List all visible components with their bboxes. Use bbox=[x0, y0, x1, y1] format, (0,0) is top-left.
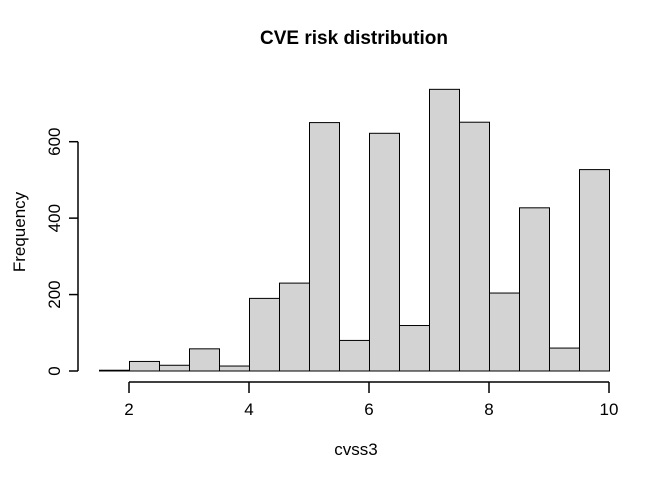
x-tick-label: 4 bbox=[244, 400, 253, 419]
y-tick-label: 200 bbox=[45, 280, 64, 308]
histogram-bar bbox=[489, 292, 520, 372]
histogram-bar bbox=[159, 364, 190, 372]
x-tick-label: 10 bbox=[600, 400, 619, 419]
histogram-bar bbox=[579, 169, 610, 372]
histogram-bar bbox=[549, 347, 580, 372]
histogram-bar bbox=[249, 297, 280, 372]
histogram-bar bbox=[429, 88, 460, 372]
x-axis-label: cvss3 bbox=[334, 440, 378, 459]
y-tick-label: 0 bbox=[45, 366, 64, 375]
chart-title: CVE risk distribution bbox=[260, 28, 448, 49]
histogram-bar bbox=[129, 360, 160, 372]
x-tick-label: 6 bbox=[364, 400, 373, 419]
histogram-bar bbox=[519, 207, 550, 372]
histogram-bar bbox=[339, 339, 370, 372]
x-tick-label: 2 bbox=[124, 400, 133, 419]
y-tick-label: 400 bbox=[45, 204, 64, 232]
histogram-bar bbox=[189, 348, 220, 372]
y-tick-label: 600 bbox=[45, 128, 64, 156]
histogram-bar bbox=[279, 282, 310, 372]
x-tick-label: 8 bbox=[484, 400, 493, 419]
histogram-bar bbox=[219, 365, 250, 372]
histogram-bar bbox=[309, 122, 340, 372]
histogram-bar bbox=[399, 325, 430, 372]
histogram-bar bbox=[99, 369, 130, 372]
histogram-bar bbox=[369, 132, 400, 372]
histogram-bar bbox=[459, 121, 490, 372]
